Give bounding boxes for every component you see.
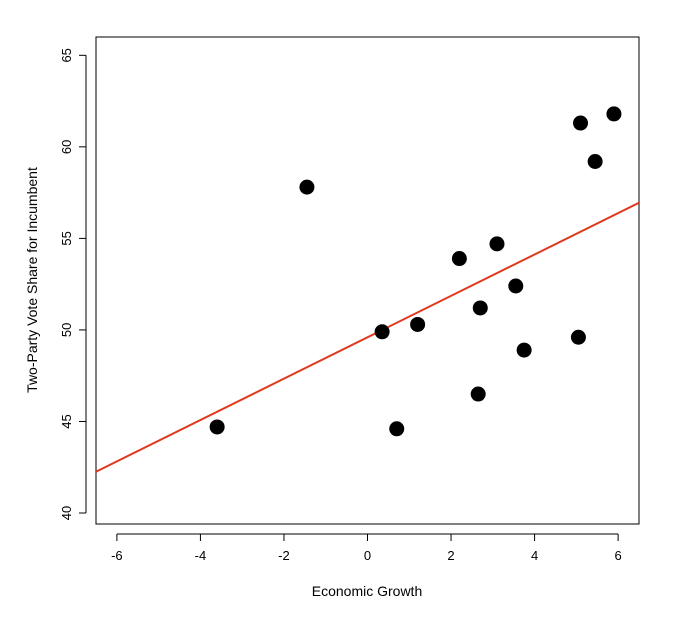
y-tick-label: 40 (59, 506, 74, 520)
data-point (516, 342, 532, 358)
data-point (489, 236, 505, 252)
y-tick-label: 60 (59, 140, 74, 154)
x-tick-label: 0 (364, 548, 371, 563)
data-point (472, 300, 488, 316)
x-tick-label: 6 (614, 548, 621, 563)
data-point (451, 251, 467, 267)
data-point (587, 153, 603, 169)
data-point (508, 278, 524, 294)
data-point (209, 419, 225, 435)
plot-frame (95, 36, 640, 525)
data-point (570, 329, 586, 345)
x-tick-label: 2 (447, 548, 454, 563)
y-tick-label: 55 (59, 231, 74, 245)
data-point (410, 316, 426, 332)
y-tick-label: 50 (59, 323, 74, 337)
data-point (573, 115, 589, 131)
points-layer (209, 106, 622, 437)
regression-line (96, 201, 639, 473)
data-point (389, 421, 405, 437)
x-tick-label: -2 (278, 548, 290, 563)
data-point (470, 386, 486, 402)
y-tick-label: 65 (59, 48, 74, 62)
fit-line-layer (96, 201, 639, 473)
x-tick-label: -6 (111, 548, 123, 563)
x-tick-label: -4 (195, 548, 207, 563)
x-axis-title: Economic Growth (312, 583, 422, 599)
data-point (374, 324, 390, 340)
x-tick-label: 4 (531, 548, 538, 563)
y-axis: 40 45 50 55 60 65 (59, 48, 87, 520)
data-point (606, 106, 622, 122)
y-tick-label: 45 (59, 414, 74, 428)
data-point (299, 179, 315, 195)
x-axis: -6 -4 -2 0 2 4 6 (111, 533, 622, 563)
y-axis-title: Two-Party Vote Share for Incumbent (24, 167, 40, 393)
